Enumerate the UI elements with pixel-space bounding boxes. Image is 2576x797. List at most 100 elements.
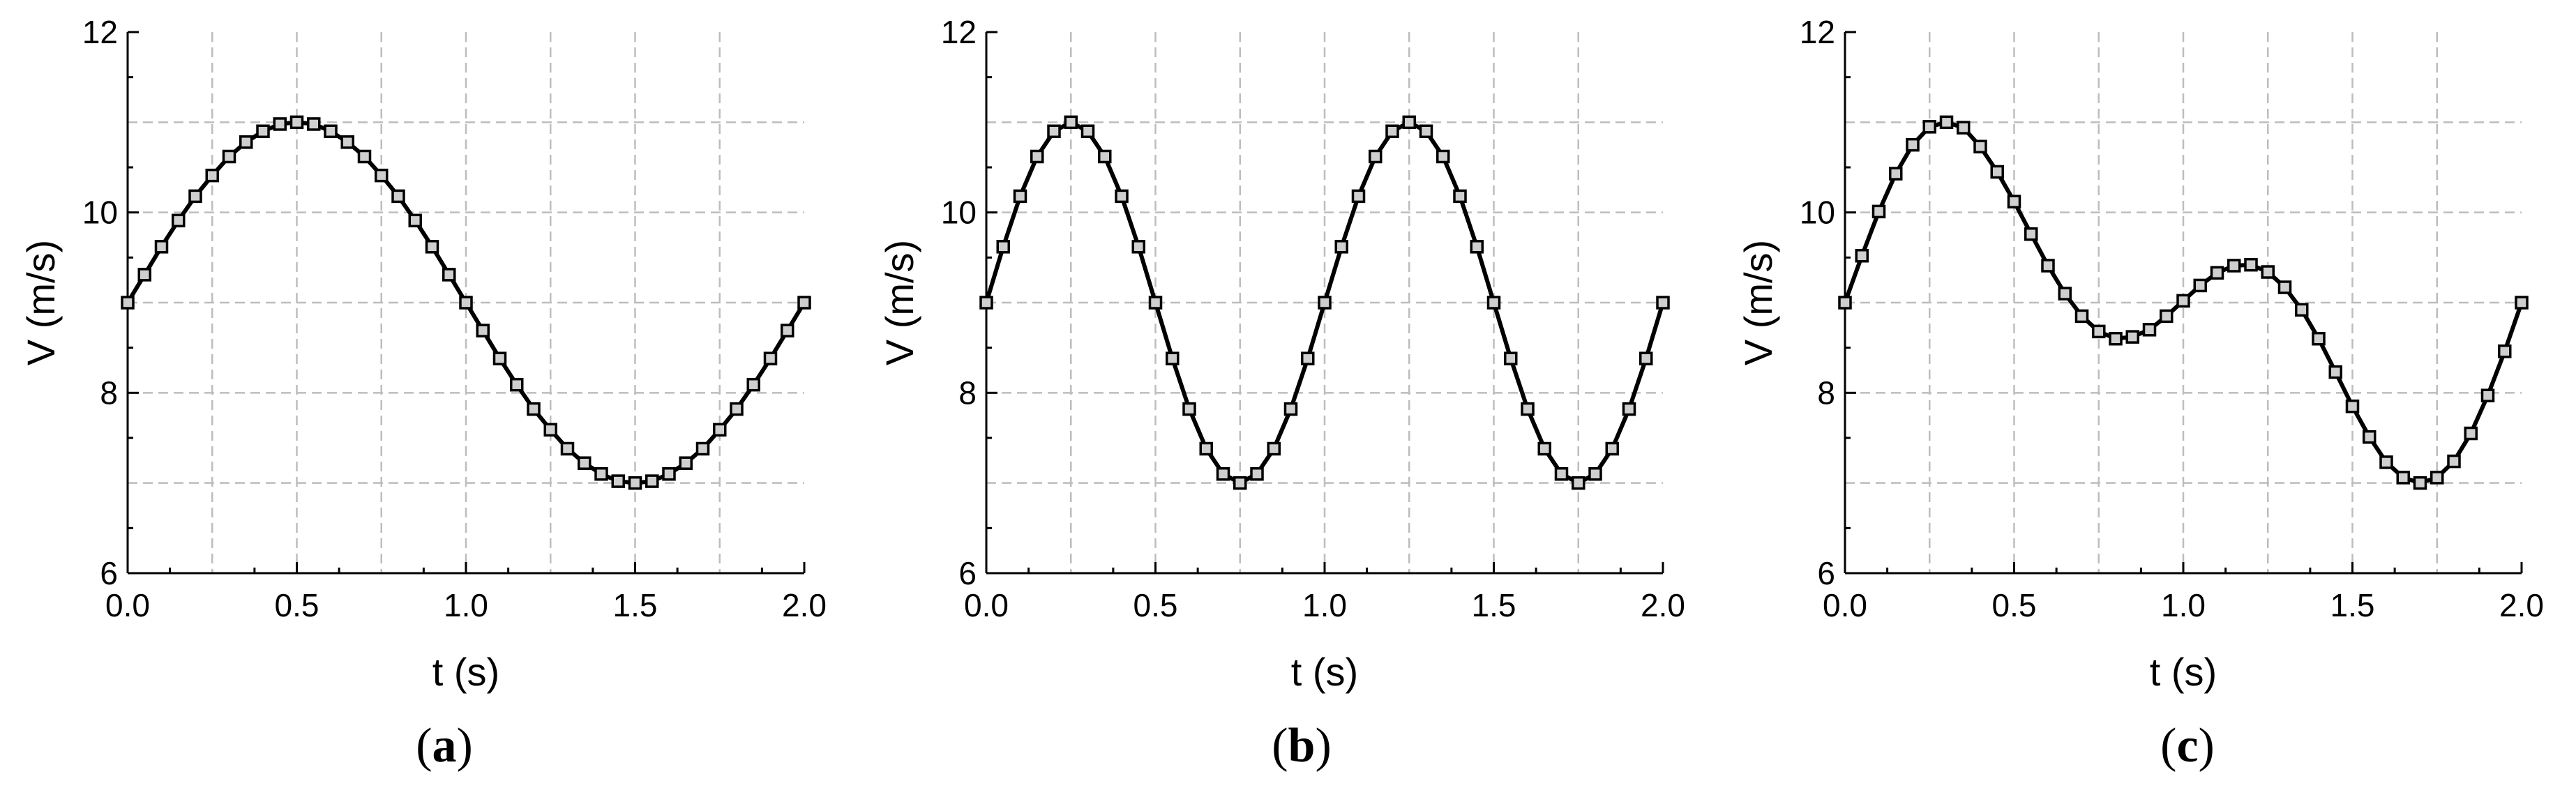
data-point-marker [2142, 323, 2157, 337]
data-point-marker [1906, 137, 1920, 152]
data-point-marker [1871, 204, 1886, 219]
x-tick-label: 0.0 [105, 587, 150, 623]
data-point-marker [2041, 259, 2055, 273]
data-point-marker [2109, 331, 2123, 346]
data-point-marker [256, 124, 270, 139]
data-point-marker [1855, 248, 1869, 263]
x-tick-label: 2.0 [1641, 587, 1685, 623]
data-point-marker [2345, 399, 2360, 413]
data-point-marker [2413, 476, 2427, 490]
x-axis-title: t (s) [1291, 650, 1358, 694]
data-point-marker [1098, 149, 1112, 164]
data-point-marker [1283, 402, 1298, 416]
data-point-marker [425, 240, 439, 254]
data-point-marker [979, 296, 993, 310]
panel-letter-b: b [1288, 719, 1316, 773]
data-point-marker [1436, 149, 1450, 164]
x-tick-label: 0.5 [1133, 587, 1178, 623]
y-axis-title: V (m/s) [1736, 240, 1780, 365]
data-point-marker [797, 296, 811, 310]
data-point-marker [1047, 124, 1061, 139]
data-point-marker [645, 474, 659, 488]
y-axis-title: V (m/s) [878, 240, 921, 365]
data-point-marker [324, 124, 338, 139]
chart-panel-c: 0.0 0.5 1.0 1.5 2.0 6 8 10 12 t (s) V (m/s) (c) [1717, 0, 2576, 797]
data-point-marker [476, 324, 490, 337]
x-axis-title: t (s) [432, 650, 499, 694]
x-tick-label: 1.0 [444, 587, 488, 623]
data-point-marker [1957, 121, 1971, 135]
data-point-marker [1838, 296, 1852, 310]
data-point-marker [1267, 441, 1281, 456]
data-point-marker [188, 189, 202, 204]
data-point-marker [1199, 441, 1213, 456]
data-point-marker [2379, 455, 2393, 469]
data-point-marker [1216, 466, 1230, 481]
data-point-marker [2092, 324, 2106, 339]
panel-letter-c: c [2176, 719, 2199, 773]
data-point-marker [1622, 402, 1636, 416]
data-point-marker [375, 168, 389, 183]
chart-svg-c: 0.0 0.5 1.0 1.5 2.0 6 8 10 12 t (s) V (m/s) [1736, 14, 2544, 694]
y-tick-label: 12 [941, 14, 977, 50]
y-tick-label: 8 [958, 374, 977, 411]
data-point-marker [137, 268, 151, 282]
data-point-marker [2227, 259, 2241, 273]
y-tick-label: 6 [100, 555, 118, 591]
data-point-marker [730, 402, 744, 416]
data-point-marker [357, 149, 372, 164]
data-point-marker [746, 377, 760, 392]
data-point-marker [1402, 115, 1416, 130]
data-point-marker [578, 456, 592, 470]
data-point-marker [628, 476, 642, 490]
data-point-marker [611, 474, 625, 488]
y-tick-label: 6 [1817, 555, 1835, 591]
y-tick-label: 10 [1800, 195, 1835, 231]
data-point-marker [510, 377, 524, 392]
data-point-marker [1521, 402, 1535, 416]
data-point-marker [2277, 280, 2292, 294]
data-point-marker [222, 149, 236, 164]
data-point-marker [1922, 120, 1936, 134]
data-point-marker [391, 189, 405, 204]
data-point-marker [442, 268, 456, 282]
chart-svg-a: 0.0 0.5 1.0 1.5 2.0 6 8 10 12 t (s) V (m/s) [19, 14, 827, 694]
x-tick-label: 0.0 [1823, 587, 1867, 623]
data-point-marker [1639, 351, 1653, 365]
x-tick-label: 1.0 [2161, 587, 2206, 623]
x-axis-title: t (s) [2150, 650, 2217, 694]
data-point-marker [1318, 296, 1332, 310]
chart-panel-a: 0.0 0.5 1.0 1.5 2.0 6 8 10 12 t (s) V (m/s) (a) [0, 0, 859, 797]
data-point-marker [2480, 388, 2495, 402]
data-point-marker [1572, 476, 1585, 490]
x-tick-label: 1.5 [2330, 587, 2375, 623]
data-point-marker [2447, 454, 2461, 469]
data-point-marker [1013, 189, 1027, 204]
data-point-marker [307, 117, 321, 131]
data-point-marker [594, 466, 608, 481]
data-point-marker [1334, 240, 1348, 254]
data-point-marker [1064, 115, 1078, 130]
data-point-marker [239, 135, 253, 149]
data-point-marker [1504, 351, 1518, 365]
data-point-marker [1080, 124, 1095, 139]
data-point-marker [1030, 149, 1044, 164]
data-point-marker [1973, 139, 1987, 154]
data-point-marker [2312, 331, 2326, 346]
data-point-marker [2210, 266, 2224, 280]
panel-caption-b: (b) [1272, 719, 1332, 773]
panel-caption-c: (c) [2160, 719, 2215, 773]
y-tick-label: 12 [82, 14, 118, 50]
panel-letter-a: a [432, 719, 457, 773]
data-point-marker [1453, 189, 1467, 204]
data-point-marker [996, 240, 1010, 254]
data-point-marker [273, 117, 287, 131]
x-tick-label: 2.0 [2499, 587, 2544, 623]
data-point-marker [1486, 296, 1501, 310]
data-point-marker [289, 115, 304, 130]
data-point-marker [1990, 165, 2004, 179]
data-point-marker [2160, 309, 2174, 324]
data-point-marker [527, 402, 541, 416]
data-point-marker [2328, 365, 2342, 379]
data-point-marker [1115, 189, 1129, 204]
